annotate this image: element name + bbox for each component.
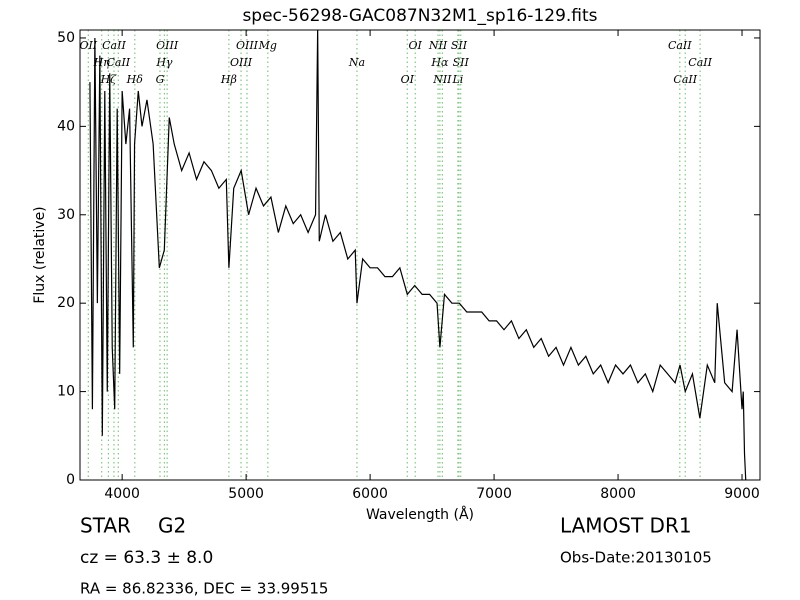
chart-title: spec-56298-GAC087N32M1_sp16-129.fits [242, 6, 597, 26]
x-axis-label: Wavelength (Å) [366, 506, 474, 523]
spectral-line-label: Hα [430, 56, 449, 69]
y-tick-label: 50 [57, 30, 75, 46]
x-tick-label: 4000 [104, 486, 140, 502]
spectral-line-label: Hγ [155, 56, 173, 69]
spectral-line-label: CaII [668, 39, 692, 52]
spectral-line-label: OI [401, 73, 415, 86]
spectral-line-label: Hη [93, 56, 111, 69]
spectral-line-label: Hβ [220, 73, 237, 86]
spectral-line-label: OII [79, 39, 97, 52]
spectral-line-label: SII [453, 56, 470, 69]
spectral-line-label: G [156, 73, 165, 86]
spectral-line-label: OI [409, 39, 423, 52]
spectral-line-label: CaII [688, 56, 712, 69]
spectral-line-label: OIII [156, 39, 179, 52]
y-tick-label: 40 [57, 118, 75, 134]
y-tick-label: 30 [57, 207, 75, 223]
y-tick-label: 0 [66, 472, 75, 488]
x-tick-label: 8000 [600, 486, 636, 502]
y-axis-label: Flux (relative) [32, 206, 48, 303]
coords-label: RA = 86.82336, DEC = 33.99515 [80, 580, 328, 598]
spectral-line-label: CaII [102, 39, 126, 52]
spectral-line-label: NII [432, 73, 452, 86]
plot-frame [79, 29, 761, 481]
spectrum-line [89, 30, 747, 480]
spectral-line-label: OIII [230, 56, 253, 69]
x-tick-label: 7000 [476, 486, 512, 502]
spectral-line-label: SII [451, 39, 468, 52]
y-tick-label: 10 [57, 384, 75, 400]
spectral-line-label: Na [348, 56, 365, 69]
spectral-line-label: NII [428, 39, 448, 52]
class-label: STAR [80, 514, 131, 538]
x-tick-label: 9000 [724, 486, 760, 502]
subclass-label: G2 [158, 514, 186, 538]
spectral-line-label: Hδ [126, 73, 144, 86]
survey-label: LAMOST DR1 [560, 514, 692, 538]
spectral-line-label: CaII [673, 73, 697, 86]
x-tick-label: 6000 [352, 486, 388, 502]
spectral-line-label: Li [451, 73, 463, 86]
spectral-line-label: Hζ [100, 73, 118, 86]
spectral-line-label: CaII [106, 56, 130, 69]
y-tick-label: 20 [57, 295, 75, 311]
date-label: Obs-Date:20130105 [560, 549, 712, 567]
spectral-line-label: Mg [258, 39, 277, 52]
x-tick-label: 5000 [228, 486, 264, 502]
spectral-line-label: OIII [236, 39, 259, 52]
redshift-label: cz = 63.3 ± 8.0 [80, 548, 213, 568]
